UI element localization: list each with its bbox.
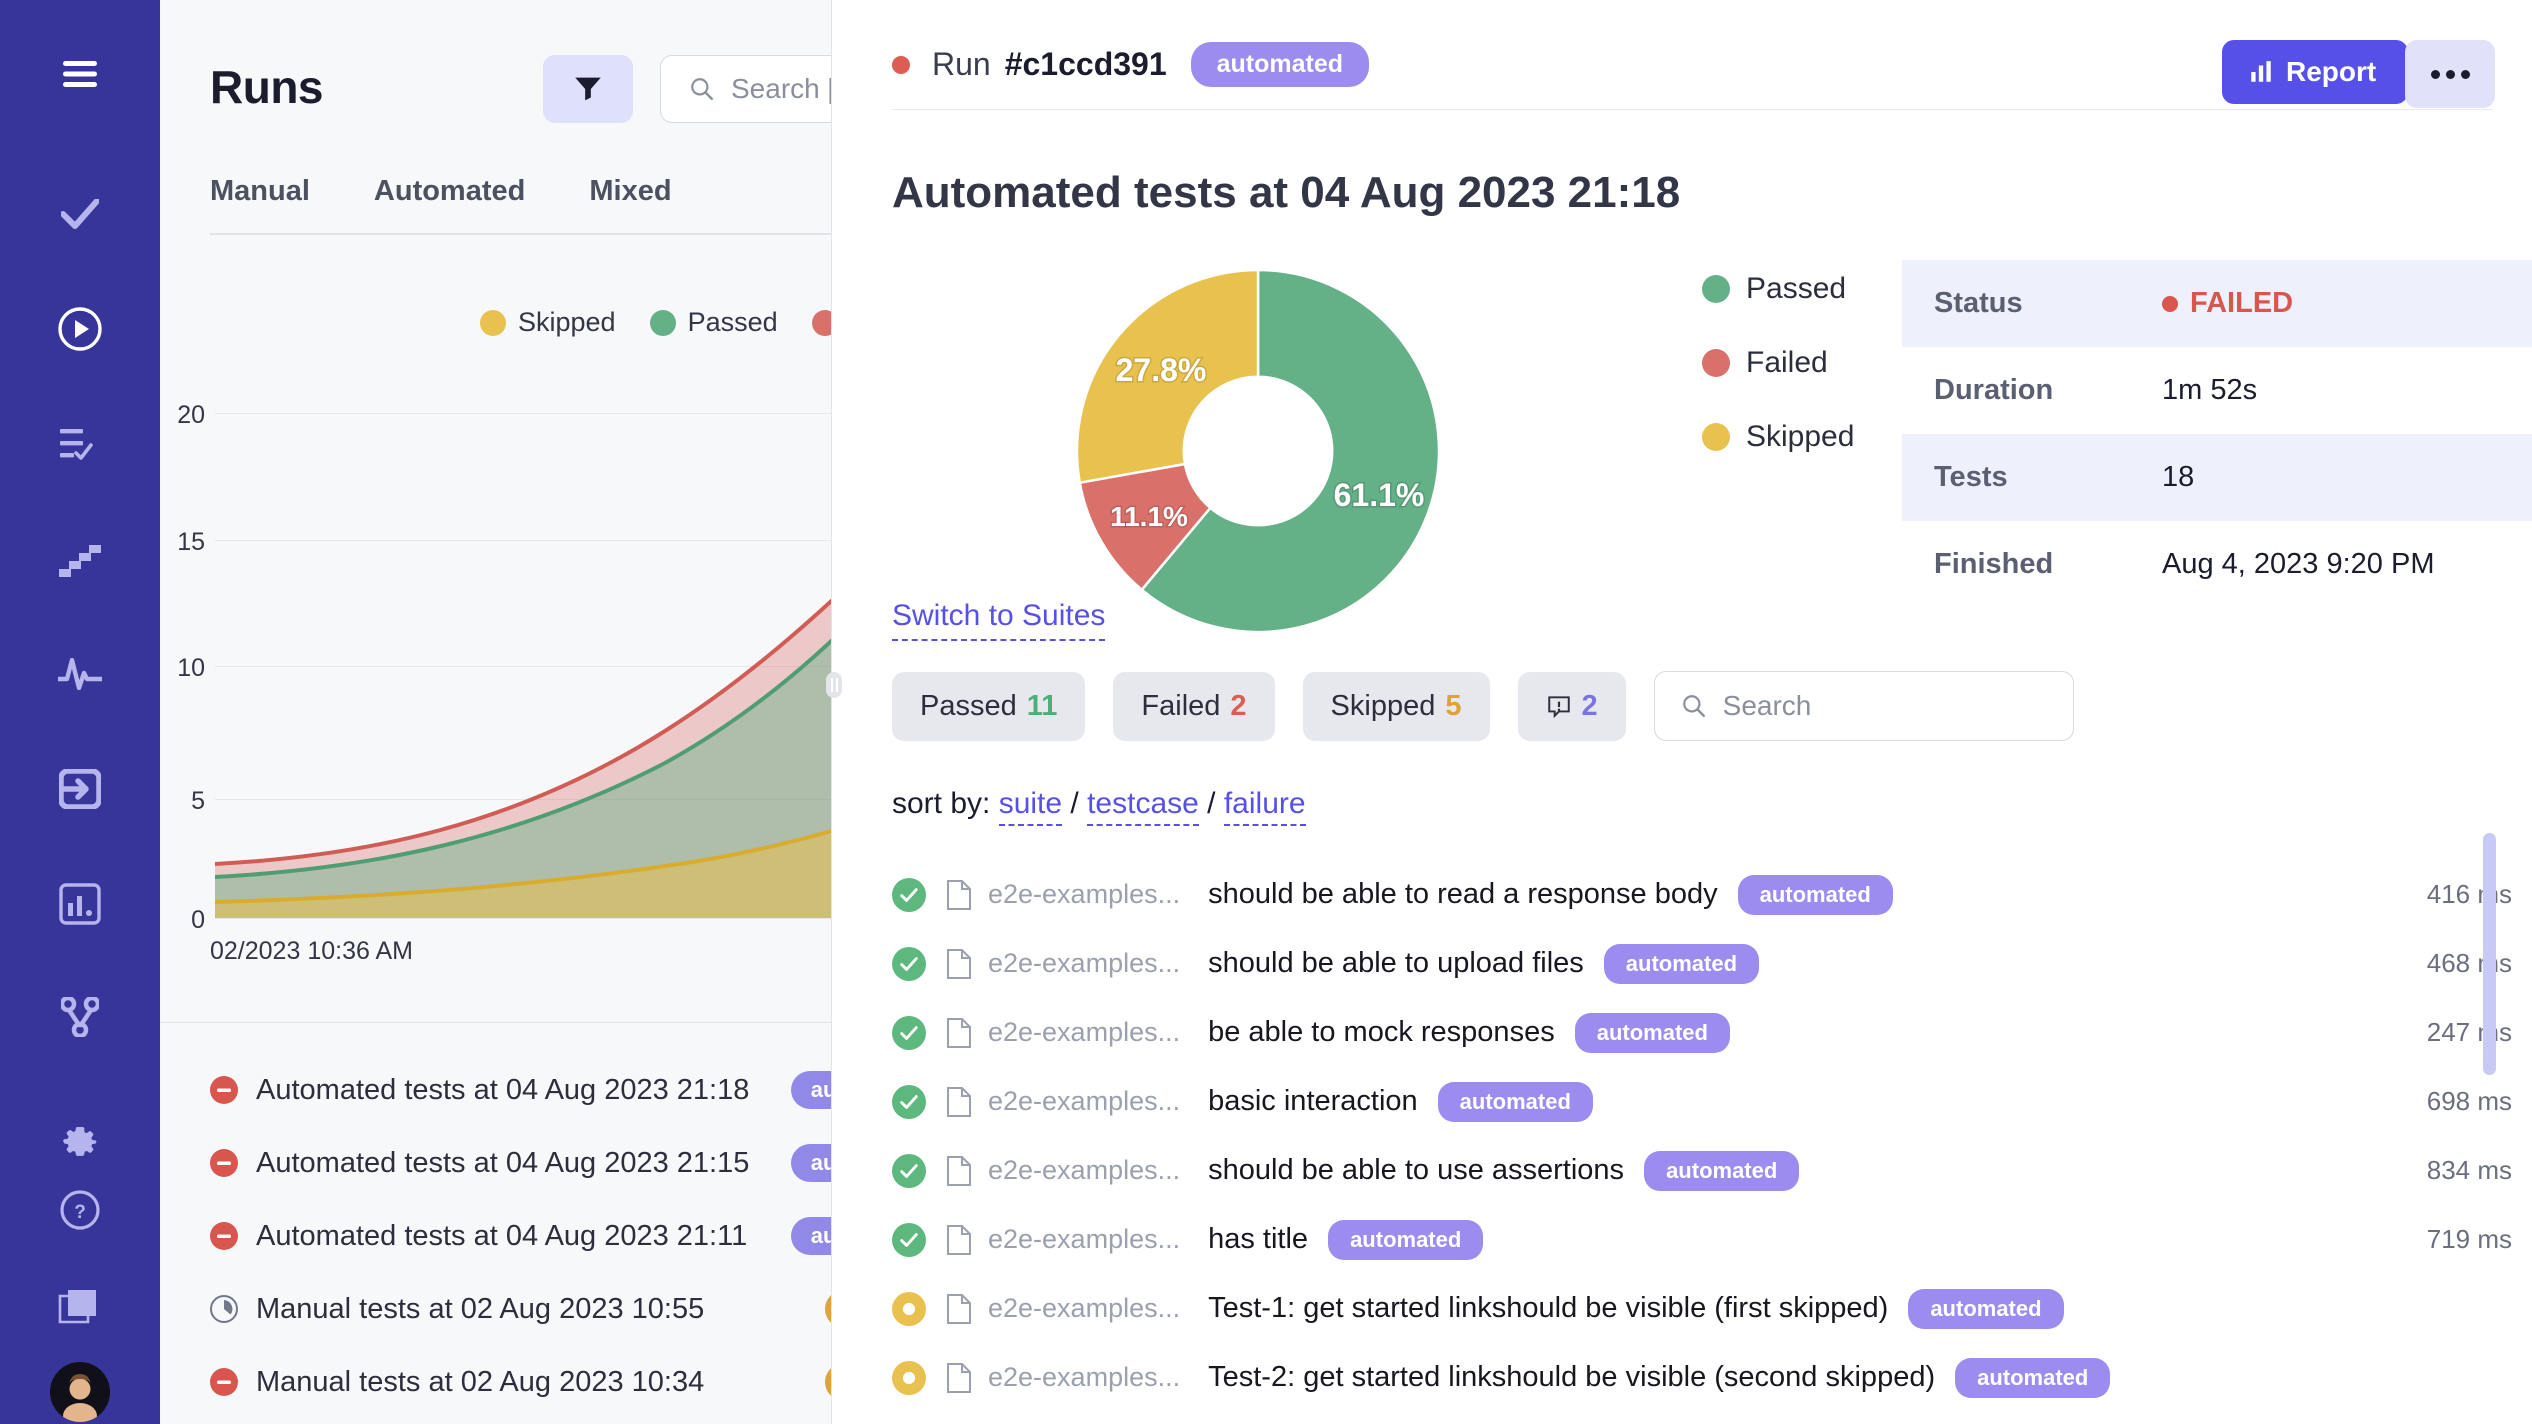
svg-text:?: ? (74, 1202, 86, 1223)
svg-text:11.1%: 11.1% (1110, 501, 1188, 532)
svg-text:61.1%: 61.1% (1334, 477, 1425, 513)
svg-text:27.8%: 27.8% (1116, 352, 1207, 388)
